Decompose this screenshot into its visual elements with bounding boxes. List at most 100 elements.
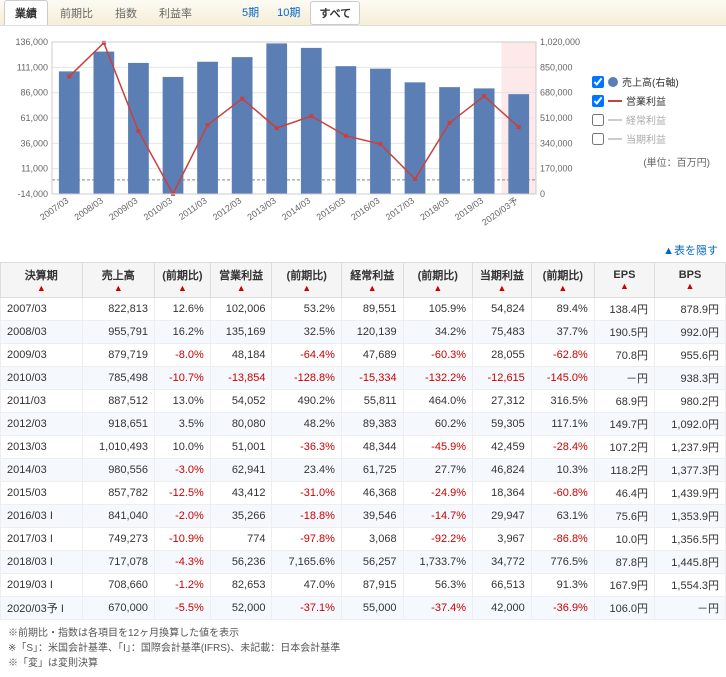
- cell-ord: 87,915: [341, 574, 403, 597]
- svg-text:2012/03: 2012/03: [211, 195, 243, 222]
- svg-text:2011/03: 2011/03: [177, 195, 209, 221]
- cell-eps: 46.4円: [594, 482, 654, 505]
- legend-checkbox[interactable]: [592, 133, 604, 145]
- col-header[interactable]: 当期利益▲: [473, 263, 532, 298]
- cell-sales: 785,498: [82, 367, 154, 390]
- cell-net: -12,615: [473, 367, 532, 390]
- cell-sales_yoy: -12.5%: [154, 482, 210, 505]
- table-row: 2012/03918,6513.5%80,08048.2%89,38360.2%…: [1, 413, 726, 436]
- cell-op: 52,000: [210, 597, 272, 620]
- table-row: 2014/03980,556-3.0%62,94123.4%61,72527.7…: [1, 459, 726, 482]
- cell-sales_yoy: -4.3%: [154, 551, 210, 574]
- table-row: 2019/03 I708,660-1.2%82,65347.0%87,91556…: [1, 574, 726, 597]
- cell-bps: 938.3円: [655, 367, 726, 390]
- period-tab-10期[interactable]: 10期: [269, 1, 308, 25]
- tab-指数[interactable]: 指数: [105, 1, 147, 25]
- cell-net_yoy: 776.5%: [531, 551, 594, 574]
- unit-label: (単位：百万円): [592, 154, 710, 169]
- svg-text:111,000: 111,000: [17, 62, 48, 72]
- cell-bps: 1,439.9円: [655, 482, 726, 505]
- legend-checkbox[interactable]: [592, 95, 604, 107]
- cell-net: 42,000: [473, 597, 532, 620]
- cell-bps: 992.0円: [655, 321, 726, 344]
- col-header[interactable]: 売上高▲: [82, 263, 154, 298]
- col-header[interactable]: 経常利益▲: [341, 263, 403, 298]
- table-row: 2009/03879,719-8.0%48,184-64.4%47,689-60…: [1, 344, 726, 367]
- period-tab-5期[interactable]: 5期: [234, 1, 267, 25]
- cell-sales_yoy: 10.0%: [154, 436, 210, 459]
- cell-eps: 118.2円: [594, 459, 654, 482]
- col-header[interactable]: (前期比)▲: [531, 263, 594, 298]
- svg-text:0: 0: [540, 189, 545, 199]
- cell-ord_yoy: -45.9%: [403, 436, 472, 459]
- cell-sales: 822,813: [82, 298, 154, 321]
- cell-period: 2016/03 I: [1, 505, 83, 528]
- legend-checkbox[interactable]: [592, 114, 604, 126]
- col-header[interactable]: 決算期▲: [1, 263, 83, 298]
- cell-period: 2009/03: [1, 344, 83, 367]
- svg-text:-14,000: -14,000: [17, 189, 48, 199]
- cell-ord: 89,551: [341, 298, 403, 321]
- cell-net: 59,305: [473, 413, 532, 436]
- tab-利益率[interactable]: 利益率: [149, 1, 202, 25]
- cell-eps: 75.6円: [594, 505, 654, 528]
- cell-net_yoy: -36.9%: [531, 597, 594, 620]
- cell-ord_yoy: 56.3%: [403, 574, 472, 597]
- cell-op: 51,001: [210, 436, 272, 459]
- table-row: 2017/03 I749,273-10.9%774-97.8%3,068-92.…: [1, 528, 726, 551]
- cell-eps: 106.0円: [594, 597, 654, 620]
- cell-net_yoy: 117.1%: [531, 413, 594, 436]
- chart-container: -14,00011,00036,00061,00086,000111,00013…: [0, 26, 726, 238]
- svg-text:510,000: 510,000: [540, 113, 573, 123]
- col-header[interactable]: (前期比)▲: [154, 263, 210, 298]
- col-header[interactable]: 営業利益▲: [210, 263, 272, 298]
- cell-net: 3,967: [473, 528, 532, 551]
- cell-ord: 89,383: [341, 413, 403, 436]
- tab-業績[interactable]: 業績: [4, 0, 48, 25]
- financial-table: 決算期▲売上高▲(前期比)▲営業利益▲(前期比)▲経常利益▲(前期比)▲当期利益…: [0, 262, 726, 620]
- cell-op: 43,412: [210, 482, 272, 505]
- legend-item[interactable]: 当期利益: [592, 131, 710, 146]
- cell-ord_yoy: -60.3%: [403, 344, 472, 367]
- hide-table-link[interactable]: 表を隠す: [0, 238, 726, 262]
- col-header[interactable]: (前期比)▲: [403, 263, 472, 298]
- svg-text:2010/03: 2010/03: [142, 195, 174, 222]
- cell-sales_yoy: 13.0%: [154, 390, 210, 413]
- col-header[interactable]: EPS▲: [594, 263, 654, 298]
- svg-text:2007/03: 2007/03: [38, 195, 70, 222]
- cell-eps: 68.9円: [594, 390, 654, 413]
- table-row: 2013/031,010,49310.0%51,001-36.3%48,344-…: [1, 436, 726, 459]
- cell-net: 34,772: [473, 551, 532, 574]
- cell-sales: 1,010,493: [82, 436, 154, 459]
- cell-op: 56,236: [210, 551, 272, 574]
- svg-text:2018/03: 2018/03: [418, 195, 450, 222]
- footnote: ※前期比・指数は各項目を12ヶ月換算した値を表示: [8, 626, 718, 641]
- cell-sales_yoy: 16.2%: [154, 321, 210, 344]
- legend-label: 経常利益: [626, 112, 666, 127]
- cell-op_yoy: 7,165.6%: [272, 551, 341, 574]
- cell-op: 82,653: [210, 574, 272, 597]
- cell-period: 2017/03 I: [1, 528, 83, 551]
- tab-前期比[interactable]: 前期比: [50, 1, 103, 25]
- col-header[interactable]: (前期比)▲: [272, 263, 341, 298]
- legend-item[interactable]: 売上高(右軸): [592, 74, 710, 89]
- tab-bar: 業績前期比指数利益率 5期10期すべて: [0, 0, 726, 26]
- period-tab-すべて[interactable]: すべて: [310, 1, 360, 25]
- cell-net_yoy: 63.1%: [531, 505, 594, 528]
- table-row: 2010/03785,498-10.7%-13,854-128.8%-15,33…: [1, 367, 726, 390]
- cell-ord: 55,811: [341, 390, 403, 413]
- cell-net_yoy: 89.4%: [531, 298, 594, 321]
- cell-eps: 70.8円: [594, 344, 654, 367]
- legend-item[interactable]: 営業利益: [592, 93, 710, 108]
- cell-period: 2011/03: [1, 390, 83, 413]
- col-header[interactable]: BPS▲: [655, 263, 726, 298]
- legend-checkbox[interactable]: [592, 76, 604, 88]
- legend-item[interactable]: 経常利益: [592, 112, 710, 127]
- cell-op: 135,169: [210, 321, 272, 344]
- cell-bps: 1,356.5円: [655, 528, 726, 551]
- legend-swatch: [608, 138, 622, 140]
- cell-sales: 955,791: [82, 321, 154, 344]
- svg-text:2014/03: 2014/03: [280, 195, 312, 222]
- cell-sales: 708,660: [82, 574, 154, 597]
- svg-text:2015/03: 2015/03: [315, 195, 347, 222]
